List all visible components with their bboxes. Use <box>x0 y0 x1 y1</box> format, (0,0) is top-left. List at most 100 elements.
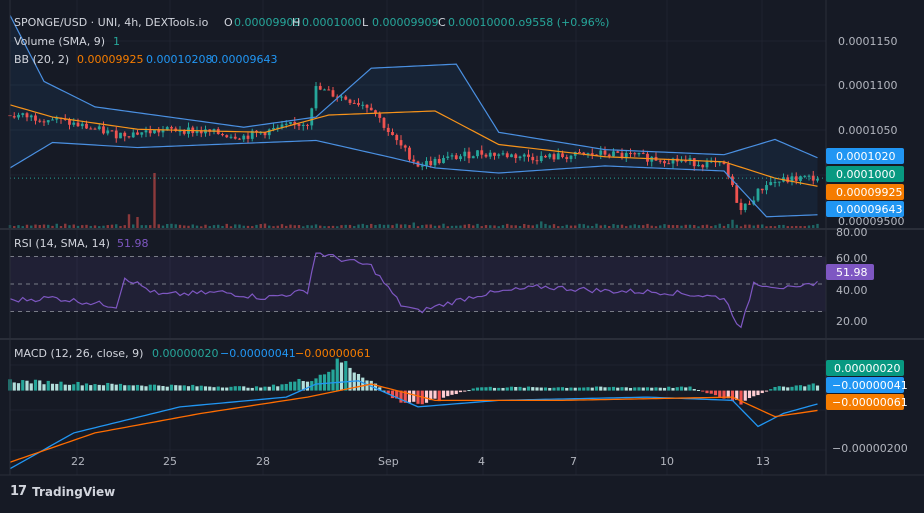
candle-body <box>607 154 611 157</box>
volume-bar <box>591 225 594 228</box>
candle-body <box>34 115 37 121</box>
candle-body <box>195 130 199 134</box>
macd-hist-bar <box>535 387 539 391</box>
candle-body <box>437 158 441 164</box>
candle-body <box>161 129 165 133</box>
candle-body <box>199 130 203 134</box>
macd-hist-bar <box>565 387 569 391</box>
candle-body <box>318 86 322 90</box>
volume-bar <box>748 224 751 228</box>
price-pane[interactable] <box>8 14 826 228</box>
volume-bar <box>773 226 777 228</box>
volume-bar <box>429 224 432 228</box>
candle-body <box>386 127 390 132</box>
candle-body <box>412 159 416 162</box>
volume-bar <box>637 225 641 228</box>
volume-bar <box>399 224 403 228</box>
macd-hist-bar <box>271 384 276 391</box>
macd-hist-bar <box>220 387 225 391</box>
candle-body <box>297 123 301 126</box>
macd-hist-bar <box>543 387 548 391</box>
volume-bar <box>472 225 475 228</box>
volume-bar <box>361 223 364 228</box>
x-label-7: 7 <box>570 455 577 468</box>
macd-hist-bar <box>501 387 505 391</box>
volume-bar <box>425 224 428 228</box>
volume-bar <box>416 226 420 228</box>
candle-body <box>531 156 535 161</box>
macd-hist-bar <box>705 390 709 394</box>
macd-hist-bar <box>242 386 246 391</box>
candle-body <box>527 154 530 157</box>
volume-bar <box>149 225 152 228</box>
candle-body <box>382 117 386 128</box>
volume-bar <box>187 225 190 228</box>
rsi-axis-labels: 80.00 60.00 40.00 20.00 51.98 <box>826 226 874 328</box>
volume-bar <box>115 224 118 228</box>
macd-hist-bar <box>628 387 633 391</box>
candle-body <box>148 130 152 134</box>
volume-bar <box>170 223 173 228</box>
macd-hist-bar <box>339 362 344 391</box>
macd-hist-bar <box>361 377 365 391</box>
header-legend: SPONGE/USD · UNI, 4h, DEXTools.io O 0.00… <box>14 16 609 360</box>
candle-body <box>790 176 794 183</box>
volume-bar <box>595 223 598 228</box>
candle-body <box>688 158 692 161</box>
volume-bar <box>761 224 764 228</box>
volume-bar <box>544 223 547 228</box>
macd-hist-bar <box>441 390 446 398</box>
volume-bar <box>790 226 794 228</box>
tradingview-watermark[interactable]: 17 TradingView <box>10 484 115 499</box>
volume-bar <box>374 224 377 228</box>
macd-hist-bar <box>756 390 760 396</box>
candle-body <box>505 153 509 158</box>
macd-hist-bar <box>433 390 437 399</box>
candle-body <box>484 154 488 157</box>
o-label: O <box>224 16 233 29</box>
macd-hist-bar <box>437 390 441 402</box>
volume-bar <box>98 226 101 228</box>
volume-bar <box>629 225 632 228</box>
rsi-pane[interactable] <box>9 252 826 329</box>
candle-body <box>314 86 318 109</box>
macd-hist-bar <box>586 387 590 391</box>
volume-bar <box>756 224 760 228</box>
volume-bar <box>786 226 789 228</box>
rsi-label: RSI (14, SMA, 14) <box>14 237 110 250</box>
volume-bar <box>102 225 105 228</box>
macd-pane[interactable] <box>8 358 820 470</box>
volume-bar <box>217 224 220 228</box>
volume-bar <box>569 225 573 228</box>
x-label-13: 13 <box>756 455 770 468</box>
macd-hist-bar <box>318 374 322 391</box>
macd-hist-bar <box>548 387 552 391</box>
macd-label: MACD (12, 26, close, 9) <box>14 347 143 360</box>
macd-hist-bar <box>560 387 565 391</box>
candle-body <box>46 120 50 123</box>
change-value: 0.o9558 (+0.96%) <box>508 16 609 29</box>
macd-line-value: −0.00000041 <box>220 347 296 360</box>
macd-hist-bar <box>701 390 705 392</box>
volume-bar <box>620 224 624 228</box>
candle-body <box>637 152 641 155</box>
candle-body <box>272 127 275 130</box>
macd-hist-badge <box>826 360 904 376</box>
candle-body <box>433 158 437 166</box>
macd-hist-bar <box>760 390 764 394</box>
volume-bar <box>795 225 798 228</box>
candle-body <box>93 128 97 130</box>
volume-bar <box>208 226 211 228</box>
macd-hist-bar <box>63 384 67 391</box>
volume-bar <box>59 226 63 228</box>
volume-bar <box>51 225 54 228</box>
volume-bar <box>535 224 539 228</box>
bb-lower-value: 0.00009643 <box>211 53 277 66</box>
volume-bar <box>714 225 717 228</box>
volume-bar <box>540 221 543 228</box>
candle-body <box>106 130 110 134</box>
volume-bar <box>646 223 649 228</box>
badge-bb-basis-text: 0.00009925 <box>836 186 902 199</box>
